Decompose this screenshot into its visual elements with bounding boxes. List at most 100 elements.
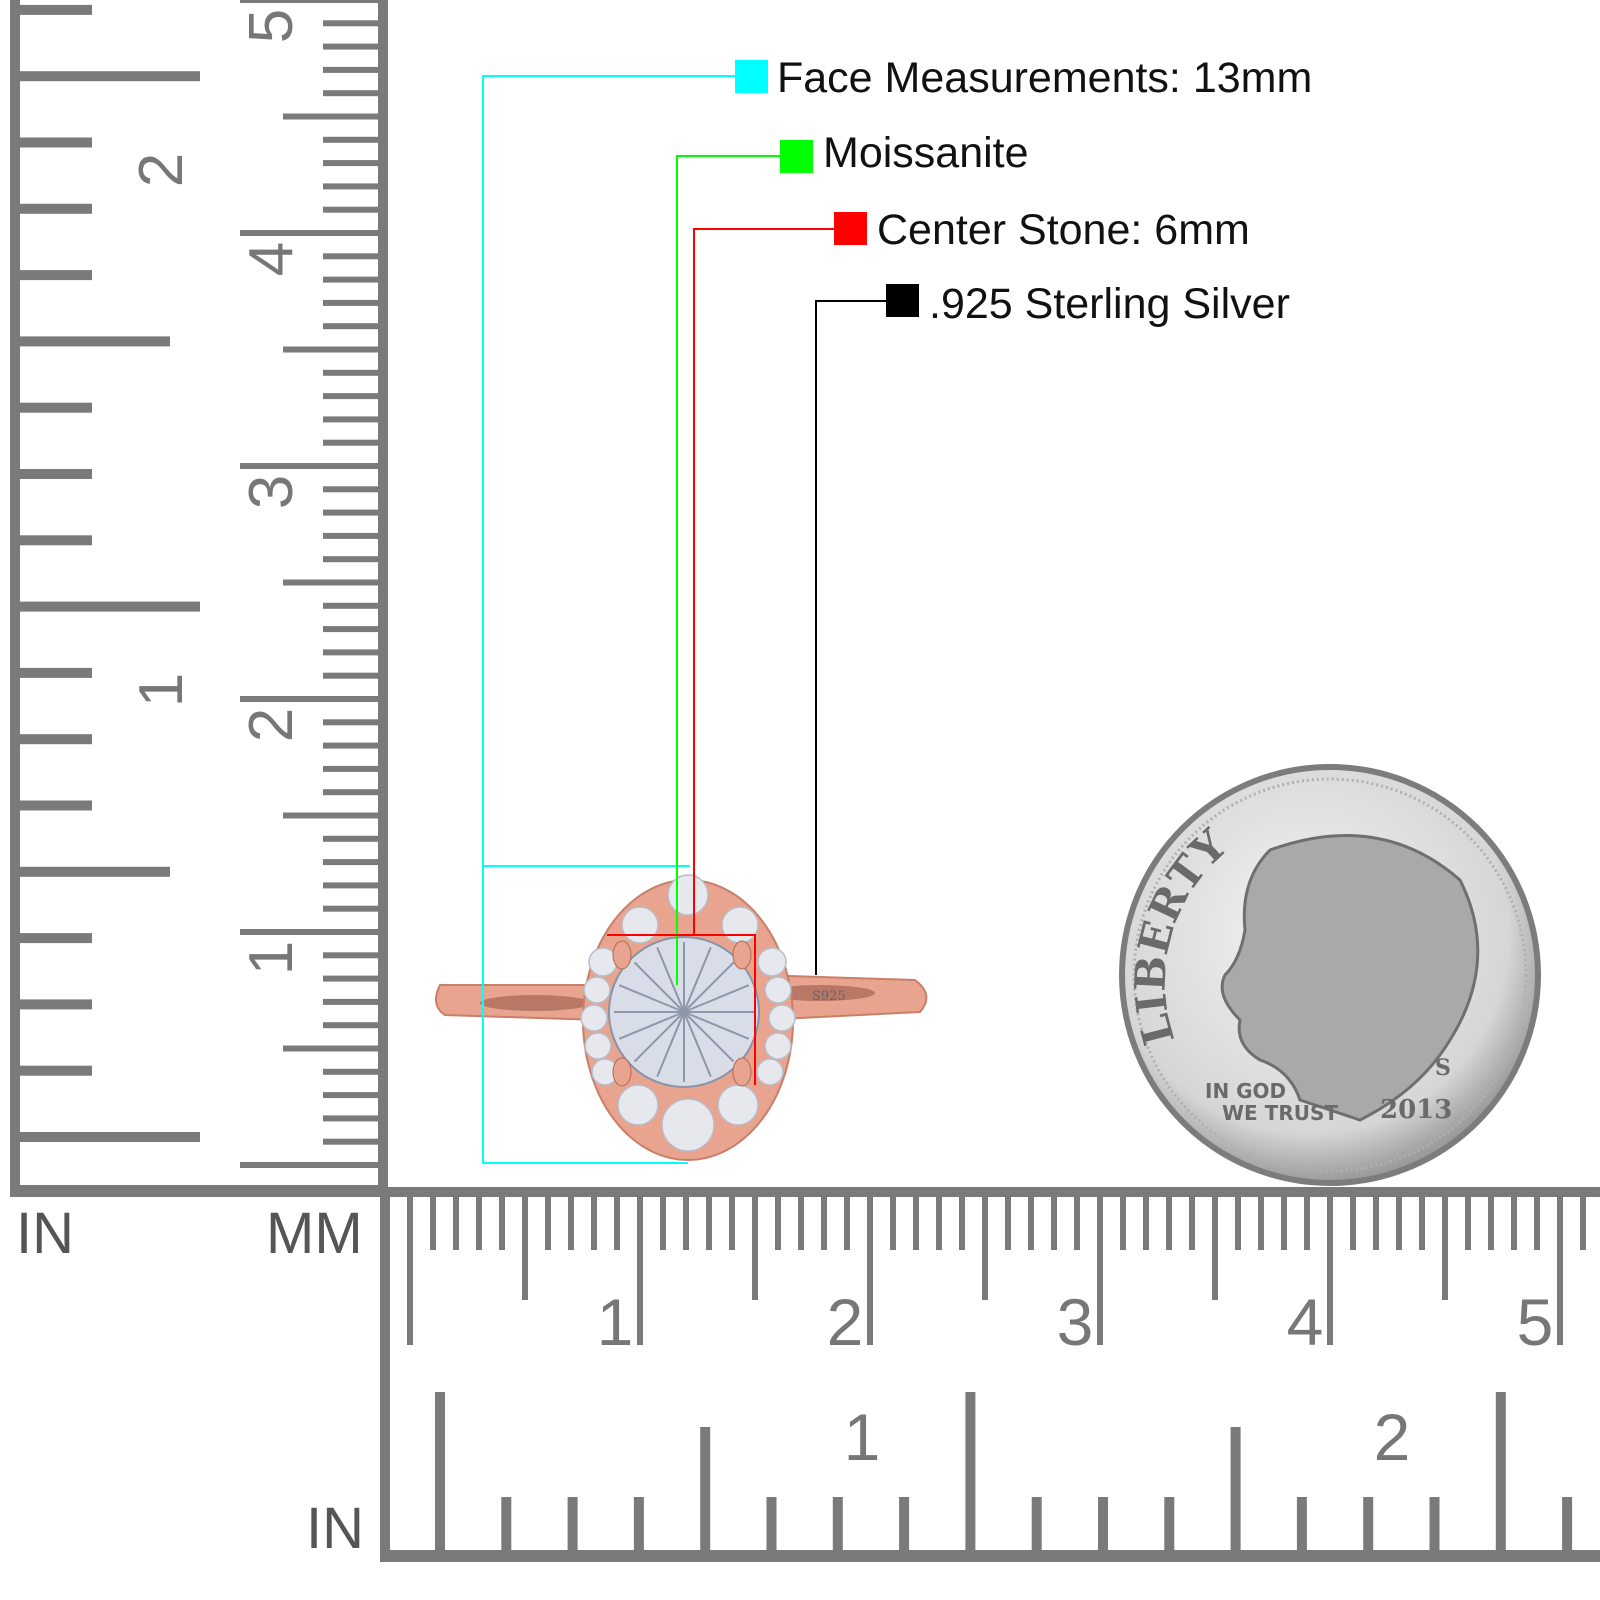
vertical-inch-label: 2 [127,153,196,187]
horizontal-cm-label: 5 [1517,1285,1554,1359]
legend-swatch [886,284,919,317]
stone-facet [656,946,685,1013]
mm-tick [1189,1195,1195,1250]
stone-facet [618,984,685,1013]
left-inch-unit-label: IN [16,1201,74,1266]
stone-facet [683,1011,712,1078]
mm-tick [323,882,388,889]
vertical-cm-label: 2 [237,708,306,742]
mm-tick [323,859,388,866]
inch-tick [20,137,92,148]
vertical-inch-label: 1 [127,673,196,707]
mm-tick [323,323,388,330]
inch-tick [1230,1427,1241,1552]
horizontal-cm-label: 4 [1287,1285,1324,1359]
mm-tick [1442,1195,1448,1300]
coin-rim-reeding [1132,777,1528,1173]
halo-stone [621,906,659,944]
inch-tick [1164,1497,1175,1552]
inch-tick [1562,1497,1573,1552]
mm-tick [936,1195,942,1250]
vertical-ruler-edge [10,1185,388,1197]
mm-tick [323,299,388,306]
legend-swatch [834,212,867,245]
mm-tick [1511,1195,1517,1250]
legend-swatch [780,140,813,173]
inch-tick [1031,1497,1042,1552]
mm-tick [637,1195,643,1345]
mm-tick [323,66,388,73]
mm-tick [844,1195,850,1250]
mm-tick [283,579,388,586]
mm-tick [499,1195,505,1250]
mm-tick [890,1195,896,1250]
mm-tick [1327,1195,1333,1345]
inch-tick [766,1497,777,1552]
horizontal-cm-label: 1 [597,1285,634,1359]
mm-tick [683,1195,689,1250]
inch-tick [20,71,200,82]
horizontal-cm-label: 2 [827,1285,864,1359]
mm-tick [1534,1195,1540,1250]
mm-tick [821,1195,827,1250]
mm-tick [323,602,388,609]
inch-tick [20,270,92,281]
inch-tick [20,203,92,214]
inch-tick [435,1392,445,1552]
mm-tick [323,835,388,842]
halo-stone [717,1084,759,1126]
mm-tick [323,136,388,143]
inch-tick [1098,1497,1108,1552]
stone-facet [656,1011,685,1078]
mm-tick [323,276,388,283]
mm-tick [323,765,388,772]
legend-swatch [735,60,768,93]
mm-tick [240,0,388,3]
horizontal-cm-label: 3 [1057,1285,1094,1359]
mm-tick [1258,1195,1264,1250]
mm-tick [752,1195,758,1300]
halo-stone [580,1004,608,1032]
vertical-cm-label: 5 [237,9,306,43]
mm-tick [1580,1195,1586,1250]
stone-facet [683,961,735,1013]
mm-tick [775,1195,781,1250]
mm-tick [1465,1195,1471,1250]
inch-tick [20,933,92,944]
inch-tick [633,1497,644,1552]
mm-tick [323,975,388,982]
mm-tick [1143,1195,1149,1250]
coin-motto-line2: WE TRUST [1222,1101,1338,1125]
mm-tick [614,1195,620,1250]
mm-tick [660,1195,666,1250]
mm-tick [1074,1195,1080,1250]
mm-tick [323,952,388,959]
mm-tick [323,719,388,726]
inch-tick [899,1497,910,1552]
mm-tick [323,626,388,633]
inch-tick [20,535,92,546]
mm-tick [283,113,388,120]
halo-stone [617,1084,659,1126]
mm-tick [798,1195,804,1250]
inch-tick [501,1497,512,1552]
vertical-cm-label: 3 [237,475,306,509]
mm-tick [913,1195,919,1250]
mm-tick [867,1195,873,1345]
horizontal-ruler-edge [385,1187,1600,1197]
horizontal-inch-label: 2 [1374,1400,1411,1474]
legend-center-stone: Center Stone: 6mm [877,206,1250,254]
inch-tick [1495,1392,1506,1552]
stone-facet [633,1011,685,1063]
horizontal-ruler-edge [380,1187,390,1560]
mm-tick [476,1195,482,1250]
mm-tick [323,649,388,656]
inch-tick [20,667,92,678]
annotation-lines [482,60,919,1164]
mm-tick [323,905,388,912]
mm-tick [323,253,388,260]
mm-tick [323,160,388,167]
mm-tick [1028,1195,1034,1250]
stone-facet [683,1011,735,1063]
